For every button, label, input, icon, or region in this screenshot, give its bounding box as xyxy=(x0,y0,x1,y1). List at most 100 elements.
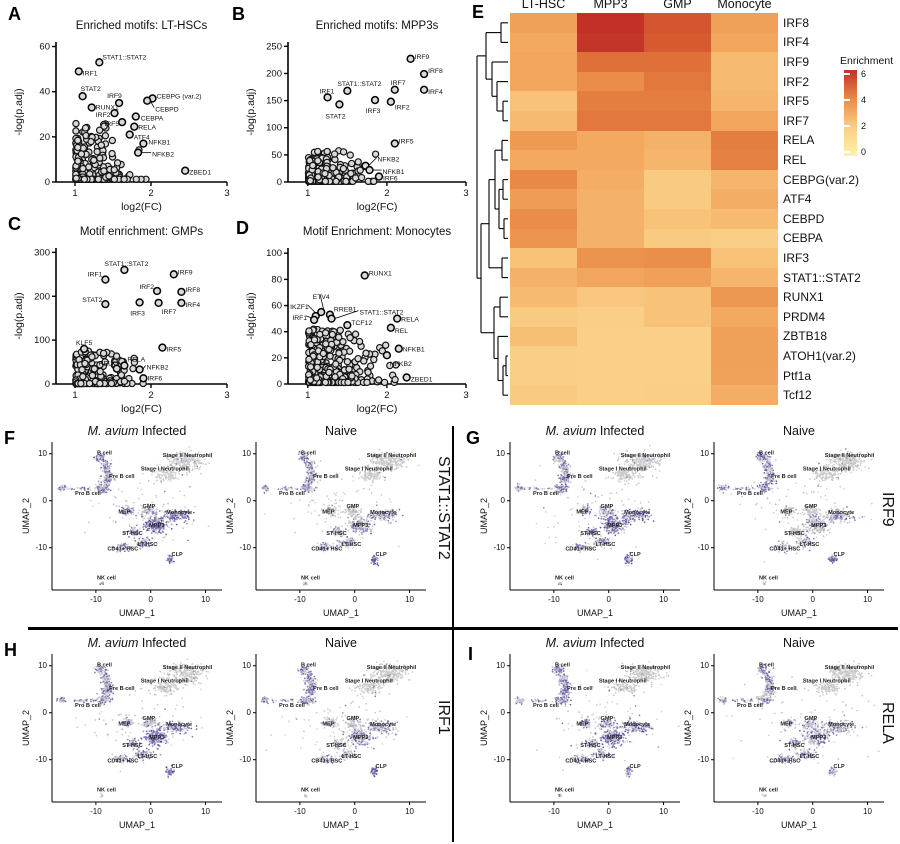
svg-text:IRF9: IRF9 xyxy=(415,54,430,61)
legend-tick-dash xyxy=(844,99,850,101)
heatmap-row-label: IRF7 xyxy=(783,113,810,128)
heatmap-cell xyxy=(577,365,644,386)
svg-text:Motif enrichment: GMPs: Motif enrichment: GMPs xyxy=(80,226,204,238)
svg-text:IRF3: IRF3 xyxy=(130,310,145,317)
heatmap-cell xyxy=(644,169,711,190)
heatmap-cell xyxy=(577,32,644,53)
panel-letter-D: D xyxy=(236,218,249,238)
heatmap-cell xyxy=(510,287,577,307)
side-label-rela: RELA xyxy=(879,702,896,744)
svg-text:RELA: RELA xyxy=(127,357,145,364)
svg-text:10: 10 xyxy=(496,449,505,458)
heatmap-cell xyxy=(577,267,644,288)
heatmap-row-label: ATOH1(var.2) xyxy=(783,349,856,363)
svg-text:3: 3 xyxy=(224,390,229,401)
svg-text:Monocyte: Monocyte xyxy=(370,510,396,516)
svg-text:RUNX1: RUNX1 xyxy=(369,270,392,277)
volcano-plot-lthsc: Enriched motifs: LT-HSCs 1 2 3 0 20 40 60 log2(F… xyxy=(13,20,230,213)
svg-text:IKZF1: IKZF1 xyxy=(290,304,309,311)
heatmap-row-label: Tcf12 xyxy=(783,388,812,403)
svg-text:IRF9: IRF9 xyxy=(107,93,122,100)
volcano-plot-monocyte: Motif Enrichment: Monocytes 1 2 3 0 20 40 60 80 1… xyxy=(245,226,469,415)
svg-text:ST-HSC: ST-HSC xyxy=(122,531,143,537)
svg-text:IRF5: IRF5 xyxy=(399,138,414,145)
svg-text:IRF5: IRF5 xyxy=(166,347,181,354)
heatmap-cell xyxy=(644,13,711,33)
svg-text:-10: -10 xyxy=(493,543,505,552)
legend-colorbar xyxy=(844,70,857,156)
divider-horizontal xyxy=(28,627,898,630)
heatmap-row-label: IRF9 xyxy=(783,55,810,69)
heatmap-cell xyxy=(711,307,778,327)
svg-text:1: 1 xyxy=(305,188,310,199)
svg-text:MEP: MEP xyxy=(118,509,130,515)
heatmap-row-label: CEBPG(var.2) xyxy=(783,172,860,187)
heatmap-cell xyxy=(510,228,577,249)
svg-text:ETV4: ETV4 xyxy=(313,294,330,301)
svg-text:40: 40 xyxy=(39,87,50,98)
heatmap-cell xyxy=(711,71,778,92)
svg-text:0: 0 xyxy=(277,177,282,188)
umap-plot-infected: M. avium Infected-10 0 10-10010UMAP_1UMAP_… xyxy=(21,636,222,830)
heatmap-column-header: Monocyte xyxy=(717,0,772,11)
svg-text:Stage I Neutrophil: Stage I Neutrophil xyxy=(345,467,393,473)
svg-text:20: 20 xyxy=(39,132,50,143)
umap-plot-infected: M. avium Infected-10 0 10-10010UMAP_1UMAP_… xyxy=(479,636,680,830)
heatmap-cell xyxy=(644,71,711,92)
svg-text:STAT2: STAT2 xyxy=(82,297,102,304)
svg-text:1: 1 xyxy=(72,188,77,199)
legend-tick-dash xyxy=(844,151,850,153)
svg-text:100: 100 xyxy=(266,248,282,259)
heatmap-row-label: CEBPA xyxy=(783,231,823,246)
heatmap-row-label: IRF3 xyxy=(783,251,810,265)
svg-text:60: 60 xyxy=(271,301,282,312)
heatmap-cell xyxy=(510,169,577,190)
heatmap-cell xyxy=(711,228,778,249)
svg-text:60: 60 xyxy=(39,42,50,53)
svg-text:0: 0 xyxy=(352,595,357,604)
svg-text:CD41+ HSC: CD41+ HSC xyxy=(107,547,138,553)
heatmap-cell xyxy=(510,365,577,386)
svg-text:1: 1 xyxy=(72,390,77,401)
svg-text:Enriched motifs: MPP3s: Enriched motifs: MPP3s xyxy=(316,20,439,32)
heatmap-cell xyxy=(510,13,577,33)
svg-text:0: 0 xyxy=(45,177,50,188)
heatmap-cell xyxy=(510,91,577,111)
svg-text:0: 0 xyxy=(247,496,252,505)
heatmap-cell xyxy=(711,385,778,405)
svg-text:100: 100 xyxy=(266,123,282,134)
svg-text:M. avium Infected: M. avium Infected xyxy=(546,424,645,438)
umap-plot-infected: M. avium Infected-10 0 10-10010UMAP_1UMAP_… xyxy=(479,424,680,618)
heatmap-cell xyxy=(644,307,711,327)
svg-text:M. avium Infected: M. avium Infected xyxy=(88,424,187,438)
svg-text:IRF8: IRF8 xyxy=(428,68,443,75)
legend-tick-label: 0 xyxy=(861,147,867,157)
svg-text:IRF4: IRF4 xyxy=(185,302,200,309)
heatmap-row-label: PRDM4 xyxy=(783,309,826,324)
svg-text:50: 50 xyxy=(271,150,282,161)
svg-text:log2(FC): log2(FC) xyxy=(357,403,398,415)
heatmap-cell xyxy=(577,307,644,327)
svg-text:0: 0 xyxy=(43,496,48,505)
heatmap-cell xyxy=(510,346,577,366)
panel-letter-F: F xyxy=(4,428,15,448)
svg-text:CEBPA: CEBPA xyxy=(141,116,164,123)
panel-letter-H: H xyxy=(4,640,17,660)
heatmap-cell xyxy=(510,32,577,53)
heatmap-row-label: ZBTB18 xyxy=(783,329,828,344)
heatmap-cell xyxy=(577,52,644,72)
svg-text:20: 20 xyxy=(271,353,282,364)
svg-text:IRF7: IRF7 xyxy=(391,80,406,87)
svg-text:STAT1::STAT2: STAT1::STAT2 xyxy=(102,54,146,61)
svg-text:Stage II Neutrophil: Stage II Neutrophil xyxy=(163,453,213,459)
heatmap-cell xyxy=(510,307,577,327)
svg-text:GMP: GMP xyxy=(142,504,155,510)
heatmap-cell xyxy=(711,248,778,268)
svg-text:NFKB1: NFKB1 xyxy=(148,140,170,147)
heatmap-row-label: IRF8 xyxy=(783,15,810,30)
svg-text:0: 0 xyxy=(277,379,282,390)
svg-text:CEBPD: CEBPD xyxy=(155,107,179,114)
svg-text:NFKB2: NFKB2 xyxy=(147,365,169,372)
